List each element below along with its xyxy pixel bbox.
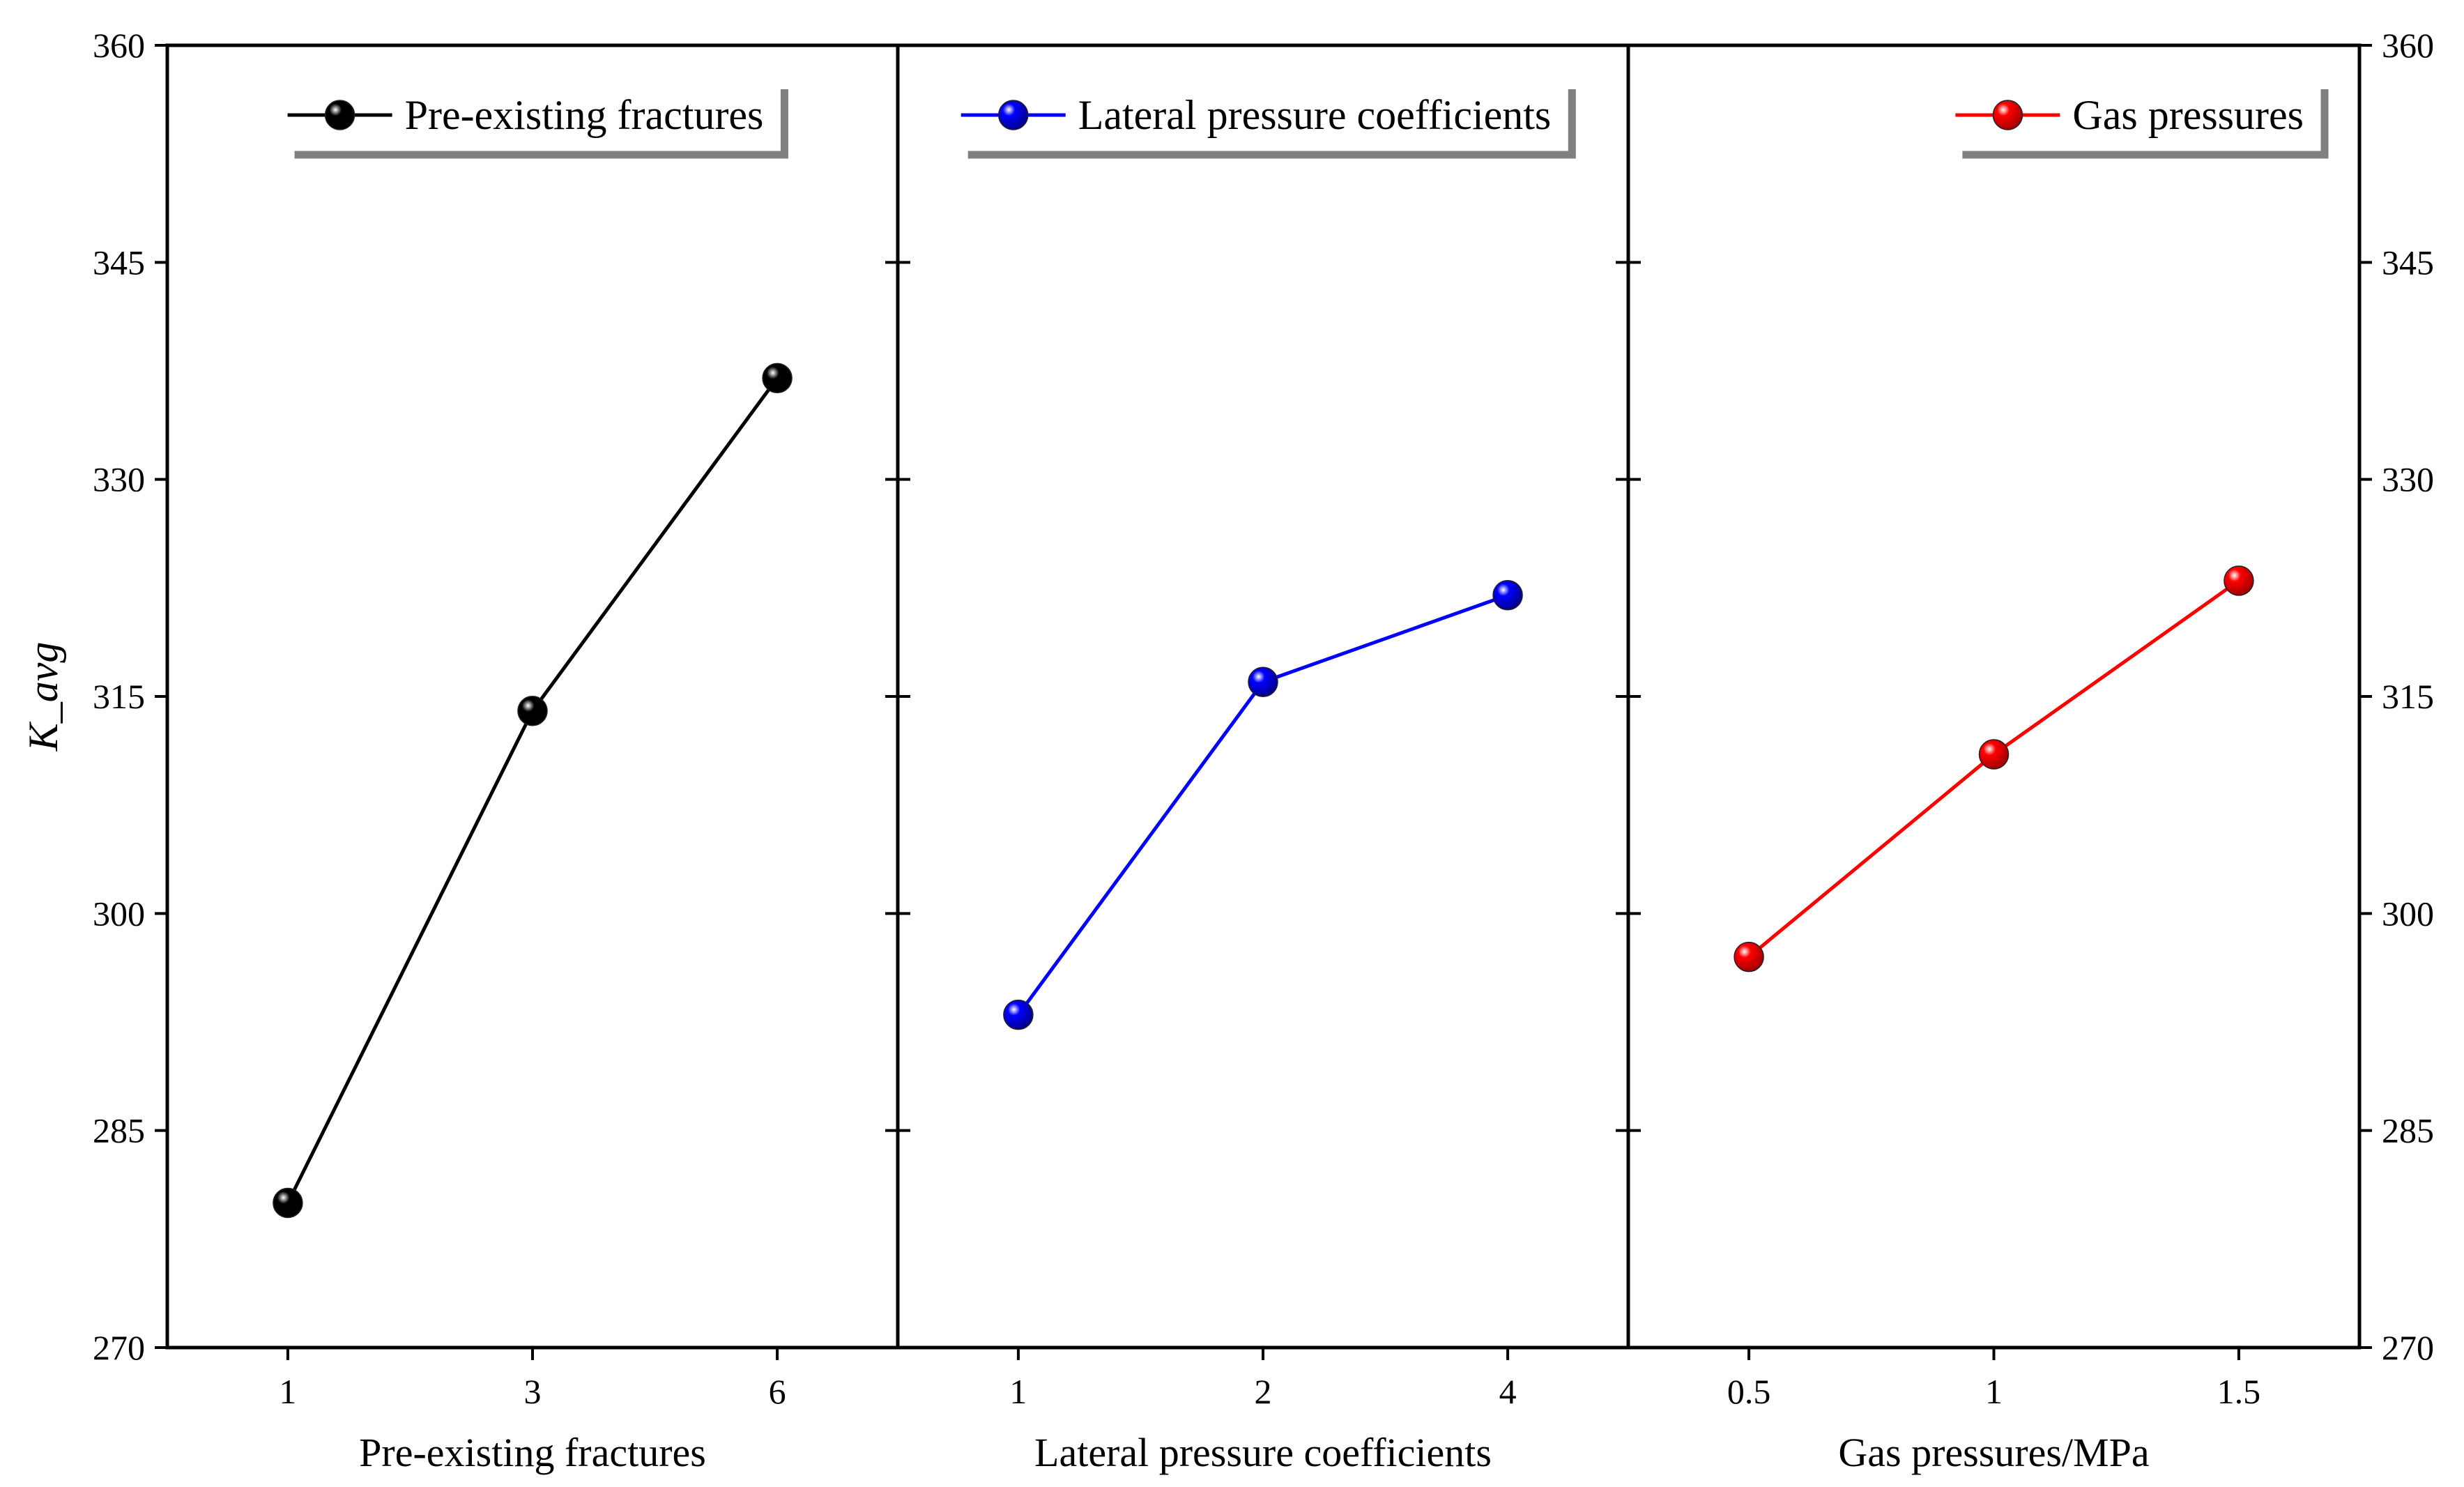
x-axis-title: Pre-existing fractures [359,1430,706,1475]
y-tick-label-left: 345 [93,243,145,282]
legend-label: Lateral pressure coefficients [1078,92,1552,138]
x-tick-label: 4 [1499,1372,1517,1411]
x-tick-label: 1 [1009,1372,1027,1411]
data-point [517,696,548,726]
legend-label: Gas pressures [2072,92,2304,138]
x-tick-label: 1.5 [2217,1372,2261,1411]
y-tick-label-right: 345 [2382,243,2434,282]
x-tick-label: 6 [769,1372,786,1411]
data-point [1003,999,1034,1030]
x-tick-label: 1 [279,1372,296,1411]
data-point [2224,565,2254,596]
legend: Gas pressures [1955,89,2329,159]
y-tick-label-right: 285 [2382,1111,2434,1150]
legend-label: Pre-existing fractures [405,92,764,138]
data-point [1734,941,1764,973]
x-tick-label: 2 [1255,1372,1272,1411]
y-tick-label-right: 300 [2382,894,2434,933]
data-point [1248,666,1278,697]
y-tick-label-left: 285 [93,1111,145,1150]
y-tick-label-left: 315 [93,677,145,716]
data-point [1492,579,1523,611]
legend: Lateral pressure coefficients [961,89,1576,159]
x-tick-label: 0.5 [1727,1372,1771,1411]
legend-marker [997,100,1029,130]
legend-marker [1992,100,2023,130]
series-line [1016,593,1508,1016]
y-axis-title: K_avg [20,642,66,752]
y-tick-label-left: 330 [93,460,145,499]
x-tick-label: 1 [1985,1372,2003,1411]
y-tick-label-right: 315 [2382,677,2434,716]
data-point [273,1187,303,1219]
x-axis-title: Gas pressures/MPa [1838,1430,2149,1475]
series-line [286,376,779,1204]
y-tick-label-right: 360 [2382,26,2434,65]
data-point [762,363,793,394]
y-tick-label-right: 270 [2382,1328,2434,1367]
y-tick-label-left: 270 [93,1328,145,1367]
y-tick-label-left: 360 [93,26,145,65]
x-tick-label: 3 [524,1372,542,1411]
legend-shadow [967,89,1576,159]
y-tick-label-right: 330 [2382,460,2434,499]
legend-marker [324,100,355,130]
y-tick-label-left: 300 [93,894,145,933]
legend: Pre-existing fractures [287,89,788,159]
legend-shadow [1962,89,2329,159]
legend-shadow [294,89,788,159]
data-point [1978,739,2010,770]
x-axis-title: Lateral pressure coefficients [1034,1430,1492,1475]
